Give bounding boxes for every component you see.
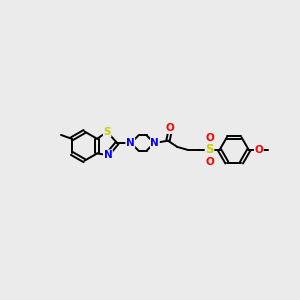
Text: N: N [103,150,112,160]
Text: S: S [205,143,214,157]
Text: N: N [151,138,159,148]
Text: O: O [254,145,263,155]
Text: O: O [205,134,214,143]
Text: O: O [205,157,214,166]
Text: N: N [126,138,135,148]
Text: O: O [166,123,175,134]
Text: S: S [103,127,111,137]
